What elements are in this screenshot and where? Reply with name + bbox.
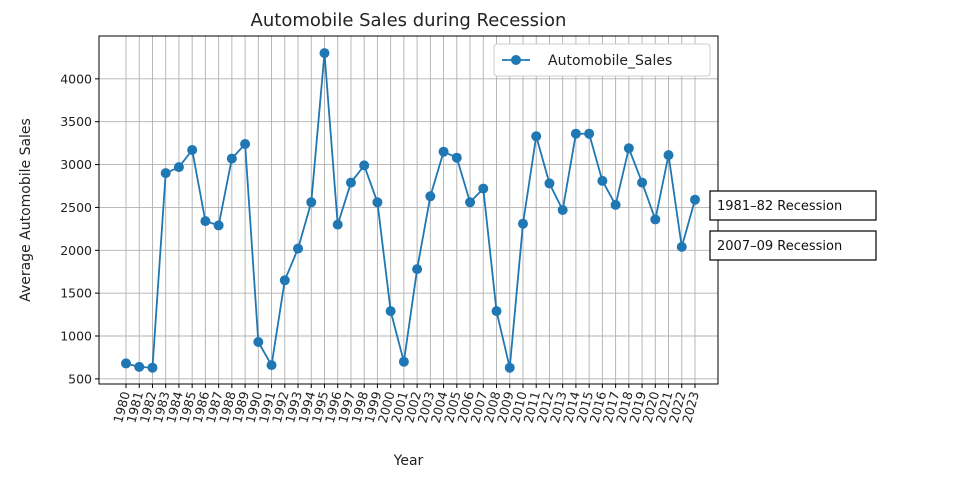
y-tick-label: 1500: [60, 286, 92, 301]
data-point: [147, 362, 158, 373]
y-tick-label: 4000: [60, 71, 92, 86]
data-point: [213, 220, 224, 231]
data-point: [425, 191, 436, 202]
data-point: [690, 194, 700, 205]
legend: Automobile_Sales: [493, 43, 711, 77]
chart-title: Automobile Sales during Recession: [251, 10, 567, 31]
x-axis-title: Year: [393, 453, 424, 469]
data-point: [412, 264, 423, 275]
y-axis: 500 1000 1500 2000 2500 3000 3500 4000: [60, 71, 99, 386]
data-point: [517, 218, 528, 229]
data-point: [637, 177, 648, 188]
data-point: [623, 143, 634, 154]
annotation-text: 1981–82 Recession: [717, 199, 842, 214]
annotation-box: [709, 230, 877, 261]
grid-lines: [99, 36, 718, 384]
data-point: [359, 160, 370, 171]
legend-label: Automobile_Sales: [548, 53, 672, 69]
data-point: [226, 153, 237, 164]
data-point: [451, 152, 462, 163]
data-point: [557, 205, 568, 215]
y-tick-label: 500: [68, 371, 92, 386]
annotation-text: 2007–09 Recession: [717, 239, 842, 254]
data-point: [584, 128, 595, 139]
data-point: [491, 306, 502, 317]
data-point: [570, 128, 581, 139]
data-point: [200, 216, 211, 227]
annotation-box: [709, 190, 877, 221]
data-point: [319, 48, 330, 59]
data-point: [385, 306, 396, 317]
data-point: [187, 145, 198, 155]
data-point: [465, 197, 476, 208]
y-axis-title: Average Automobile Sales: [18, 118, 34, 302]
y-tick-label: 1000: [60, 329, 92, 344]
y-tick-label: 2500: [60, 200, 92, 215]
data-point: [438, 146, 449, 157]
annotation-1981-82: 1981–82 Recession: [709, 190, 877, 221]
data-point: [306, 197, 317, 208]
data-point: [610, 199, 621, 210]
data-point: [345, 177, 356, 188]
data-point: [544, 178, 555, 189]
annotation-2007-09: 2007–09 Recession: [709, 230, 877, 261]
y-tick-label: 2000: [60, 243, 92, 258]
data-point: [293, 243, 304, 254]
data-point: [597, 175, 608, 186]
y-tick-label: 3500: [60, 114, 92, 129]
data-point: [372, 197, 383, 208]
data-point: [240, 139, 251, 149]
data-point: [478, 183, 489, 194]
data-point: [398, 356, 409, 367]
data-point: [504, 362, 515, 373]
data-point: [279, 275, 290, 286]
x-axis: 1980198119821983198419851986198719881989…: [110, 384, 702, 425]
series-line: [125, 52, 696, 369]
data-point: [650, 214, 661, 225]
data-point: [253, 337, 264, 347]
data-point: [160, 168, 171, 179]
y-tick-label: 3000: [60, 157, 92, 172]
data-point: [121, 358, 131, 369]
series-layer: [121, 48, 700, 373]
data-point: [266, 360, 277, 371]
data-point: [676, 241, 687, 252]
legend-box: [493, 43, 711, 77]
legend-point-marker: [511, 55, 521, 65]
data-point: [173, 162, 184, 173]
data-point: [531, 131, 542, 142]
data-point: [332, 219, 343, 230]
data-point: [663, 150, 674, 161]
data-point: [134, 361, 145, 372]
